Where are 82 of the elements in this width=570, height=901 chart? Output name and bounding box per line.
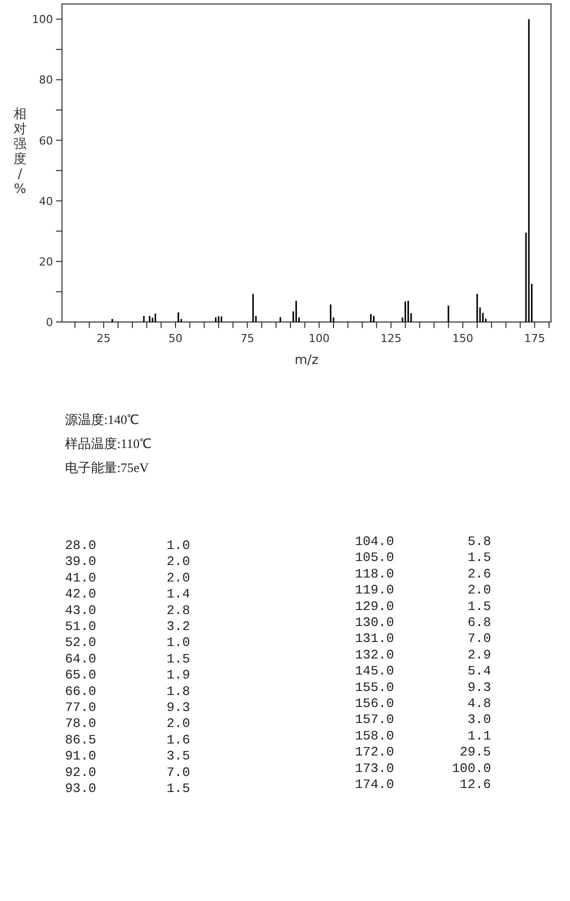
text: 156.0 [355, 696, 394, 711]
text: 5.4 [468, 664, 492, 679]
x-tick-label: 75 [240, 332, 254, 345]
text: 119.0 [355, 582, 394, 598]
text: 157.0 [355, 712, 394, 728]
text: 1.1 [468, 728, 492, 744]
text: 91.0 [65, 748, 96, 764]
text: 86.5 [65, 732, 96, 748]
x-tick-label: 50 [168, 332, 182, 345]
text: 129.0 [355, 598, 394, 614]
text: 2.9 [468, 647, 491, 662]
text: 7.0 [468, 631, 491, 646]
text: 3.2 [166, 619, 190, 634]
text: 2.6 [468, 566, 491, 582]
text: 39.0 [65, 554, 96, 570]
text: 9.3 [468, 680, 491, 695]
text: 118.0 [355, 566, 394, 582]
x-axis-title: m/z [294, 353, 319, 368]
y-tick-label: 0 [46, 316, 53, 329]
text: 12.6 [460, 777, 491, 792]
text: 2.8 [166, 602, 190, 618]
text: 源温度:140℃ [65, 412, 140, 427]
text: 64.0 [65, 651, 96, 666]
text: 93.0 [65, 781, 96, 796]
text: 130.0 [355, 615, 394, 630]
x-tick-label: 100 [308, 332, 330, 345]
text: 155.0 [355, 680, 394, 695]
text: 1.8 [166, 684, 190, 699]
text: 9.3 [166, 700, 190, 715]
text: 1.9 [166, 668, 190, 683]
text: 7.0 [166, 764, 190, 780]
text: 158.0 [355, 728, 394, 744]
text: 4.8 [468, 696, 491, 711]
text: 1.6 [166, 732, 190, 748]
text: 41.0 [65, 570, 96, 586]
text: 样品温度:110℃ [65, 436, 152, 451]
text: 2.0 [166, 554, 190, 570]
text: 66.0 [65, 684, 96, 699]
y-tick-label: 60 [39, 134, 53, 148]
text: 28.0 [65, 538, 96, 553]
text: 2.0 [468, 582, 491, 598]
text: 43.0 [65, 602, 96, 618]
y-tick-label: 80 [39, 74, 53, 87]
text: 145.0 [355, 664, 394, 679]
text: 92.0 [65, 764, 96, 780]
text: 1.0 [166, 635, 190, 650]
text: 1.5 [166, 781, 190, 796]
y-tick-label: 40 [39, 194, 53, 208]
text: 电子能量:75eV [65, 460, 150, 475]
x-tick-label: 150 [452, 332, 474, 345]
text: 1.5 [468, 598, 491, 614]
text: 1.5 [166, 651, 190, 666]
text: 132.0 [355, 647, 394, 662]
text: 2.0 [166, 570, 190, 586]
text: 3.5 [166, 748, 190, 764]
text: 6.8 [468, 615, 491, 630]
text: 131.0 [355, 631, 394, 646]
x-tick-label: 25 [96, 332, 111, 345]
text: 2.0 [166, 716, 190, 732]
text: 78.0 [65, 716, 96, 732]
text: 1.4 [166, 586, 190, 602]
text: 3.0 [468, 712, 491, 728]
text: 173.0 [355, 760, 394, 776]
text: 51.0 [65, 619, 96, 634]
x-tick-label: 125 [380, 332, 402, 345]
y-tick-label: 100 [32, 13, 53, 26]
text: 65.0 [65, 668, 96, 683]
text: 1.5 [468, 550, 491, 566]
text: 77.0 [65, 700, 96, 715]
text: 104.0 [355, 534, 394, 549]
text: 5.8 [468, 534, 491, 549]
text: 100.0 [452, 760, 491, 776]
text: 42.0 [65, 586, 96, 602]
text: 105.0 [355, 550, 394, 566]
text: 174.0 [355, 777, 394, 792]
text: 29.5 [460, 744, 491, 760]
x-tick-label: 175 [524, 332, 546, 345]
text: 52.0 [65, 635, 96, 650]
y-axis-title: 相对强度/% [14, 107, 26, 197]
y-tick-label: 20 [39, 255, 53, 268]
text: 172.0 [355, 744, 394, 760]
text: 1.0 [166, 538, 190, 553]
